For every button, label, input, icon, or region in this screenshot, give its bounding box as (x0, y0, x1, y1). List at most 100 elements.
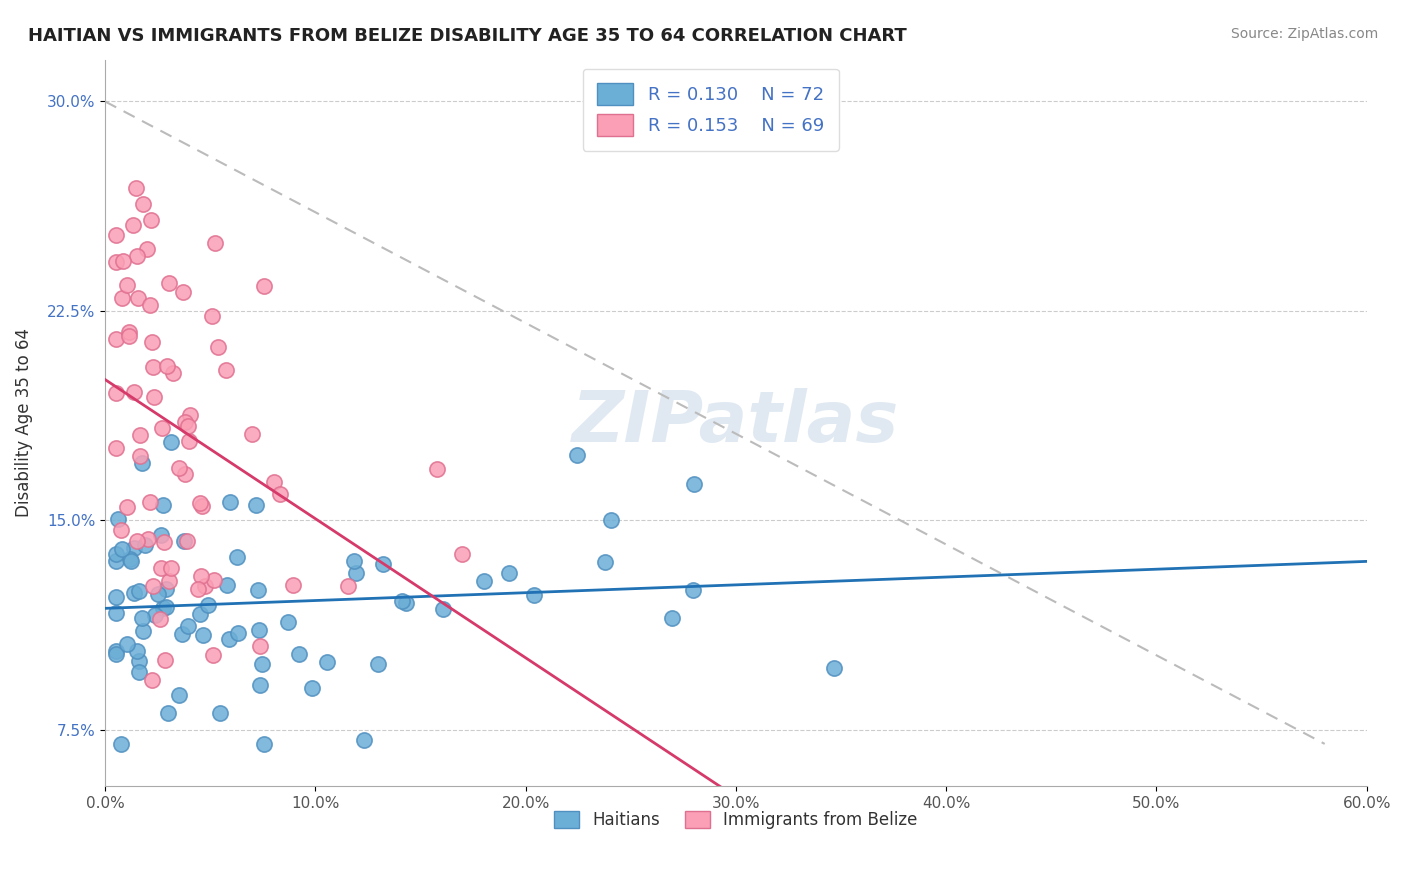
Haitians (247, 623, 270, 637)
Immigrants from Belize (111, 291, 134, 305)
Immigrants from Belize (112, 254, 135, 268)
Immigrants from Belize (141, 673, 163, 687)
Immigrants from Belize (176, 534, 198, 549)
Haitians (247, 582, 270, 597)
Immigrants from Belize (136, 242, 159, 256)
Haitians (104, 590, 127, 604)
Haitians (128, 583, 150, 598)
Haitians (170, 627, 193, 641)
Haitians (104, 647, 127, 661)
Haitians (131, 624, 153, 638)
Haitians (122, 586, 145, 600)
Haitians (177, 619, 200, 633)
Haitians (104, 607, 127, 621)
Haitians (344, 566, 367, 581)
Immigrants from Belize (127, 533, 149, 548)
Immigrants from Belize (132, 197, 155, 211)
Immigrants from Belize (104, 254, 127, 268)
Haitians (225, 549, 247, 564)
Haitians (226, 626, 249, 640)
Immigrants from Belize (269, 487, 291, 501)
Immigrants from Belize (201, 648, 224, 662)
Immigrants from Belize (179, 408, 201, 422)
Haitians (252, 657, 274, 672)
Haitians (523, 588, 546, 602)
Haitians (498, 566, 520, 581)
Immigrants from Belize (149, 612, 172, 626)
Immigrants from Belize (190, 569, 212, 583)
Immigrants from Belize (124, 180, 146, 194)
Haitians (315, 655, 337, 669)
Immigrants from Belize (191, 499, 214, 513)
Haitians (682, 583, 704, 598)
Immigrants from Belize (162, 366, 184, 380)
Immigrants from Belize (172, 285, 194, 299)
Haitians (145, 607, 167, 622)
Immigrants from Belize (141, 334, 163, 349)
Immigrants from Belize (202, 574, 225, 588)
Immigrants from Belize (174, 467, 197, 481)
Haitians (125, 644, 148, 658)
Haitians (245, 498, 267, 512)
Haitians (371, 557, 394, 571)
Haitians (472, 574, 495, 588)
Immigrants from Belize (156, 359, 179, 373)
Haitians (110, 737, 132, 751)
Immigrants from Belize (110, 523, 132, 537)
Legend: Haitians, Immigrants from Belize: Haitians, Immigrants from Belize (547, 804, 925, 836)
Haitians (148, 586, 170, 600)
Haitians (600, 512, 623, 526)
Haitians (288, 648, 311, 662)
Immigrants from Belize (160, 561, 183, 575)
Haitians (197, 598, 219, 612)
Haitians (394, 596, 416, 610)
Haitians (152, 601, 174, 615)
Haitians (432, 601, 454, 615)
Haitians (131, 456, 153, 470)
Haitians (105, 547, 128, 561)
Immigrants from Belize (152, 534, 174, 549)
Haitians (215, 578, 238, 592)
Immigrants from Belize (149, 560, 172, 574)
Haitians (156, 706, 179, 720)
Immigrants from Belize (177, 434, 200, 448)
Haitians (188, 607, 211, 622)
Immigrants from Belize (142, 390, 165, 404)
Haitians (152, 498, 174, 512)
Immigrants from Belize (240, 426, 263, 441)
Haitians (253, 737, 276, 751)
Immigrants from Belize (336, 579, 359, 593)
Text: HAITIAN VS IMMIGRANTS FROM BELIZE DISABILITY AGE 35 TO 64 CORRELATION CHART: HAITIAN VS IMMIGRANTS FROM BELIZE DISABI… (28, 27, 907, 45)
Immigrants from Belize (187, 582, 209, 597)
Immigrants from Belize (157, 277, 180, 291)
Haitians (391, 594, 413, 608)
Text: Source: ZipAtlas.com: Source: ZipAtlas.com (1230, 27, 1378, 41)
Immigrants from Belize (176, 419, 198, 434)
Haitians (155, 600, 177, 615)
Haitians (565, 448, 588, 462)
Haitians (134, 539, 156, 553)
Immigrants from Belize (139, 298, 162, 312)
Immigrants from Belize (115, 500, 138, 514)
Immigrants from Belize (173, 415, 195, 429)
Haitians (301, 681, 323, 695)
Immigrants from Belize (188, 496, 211, 510)
Immigrants from Belize (115, 277, 138, 292)
Immigrants from Belize (249, 639, 271, 653)
Immigrants from Belize (141, 213, 163, 227)
Immigrants from Belize (104, 441, 127, 455)
Haitians (219, 495, 242, 509)
Immigrants from Belize (283, 578, 305, 592)
Haitians (249, 678, 271, 692)
Immigrants from Belize (139, 495, 162, 509)
Immigrants from Belize (204, 236, 226, 251)
Immigrants from Belize (127, 291, 149, 305)
Immigrants from Belize (141, 359, 163, 374)
Immigrants from Belize (142, 579, 165, 593)
Immigrants from Belize (169, 460, 191, 475)
Immigrants from Belize (201, 309, 224, 323)
Immigrants from Belize (194, 579, 217, 593)
Immigrants from Belize (122, 218, 145, 232)
Haitians (683, 477, 706, 491)
Haitians (277, 615, 299, 630)
